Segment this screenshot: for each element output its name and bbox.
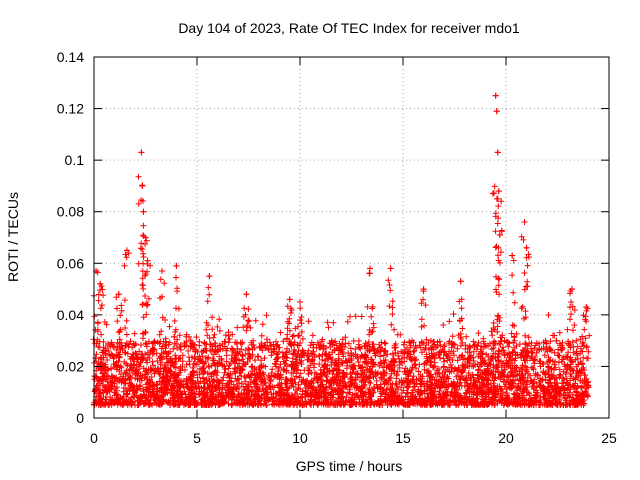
y-axis-label: ROTI / TECUs	[5, 192, 21, 282]
roti-points	[90, 92, 593, 409]
y-tick-label: 0	[76, 410, 84, 426]
x-tick-label: 20	[498, 430, 514, 446]
x-tick-label: 15	[395, 430, 411, 446]
data-points	[90, 92, 593, 409]
peak-point	[144, 257, 151, 264]
peak-point	[123, 247, 130, 254]
peak-point	[173, 262, 180, 269]
peak-point	[509, 252, 516, 259]
y-tick-label: 0.02	[57, 358, 84, 374]
peak-point	[493, 108, 500, 115]
peak-point	[457, 278, 464, 285]
peak-point	[139, 182, 146, 189]
peak-point	[138, 149, 145, 156]
peak-point	[523, 244, 530, 251]
y-tick-label: 0.1	[65, 152, 85, 168]
chart-title: Day 104 of 2023, Rate Of TEC Index for r…	[178, 20, 520, 36]
x-axis-label: GPS time / hours	[296, 458, 403, 474]
peak-point	[494, 149, 501, 156]
y-tick-label: 0.06	[57, 255, 84, 271]
peak-point	[521, 219, 528, 226]
peak-point	[140, 208, 147, 215]
peak-point	[97, 280, 104, 287]
peak-point	[495, 188, 502, 195]
y-tick-label: 0.04	[57, 307, 84, 323]
peak-point	[496, 231, 503, 238]
x-axis-ticks: 0 5 10 15 20 25	[90, 57, 617, 446]
y-tick-label: 0.08	[57, 204, 84, 220]
peak-point	[367, 265, 374, 272]
x-tick-label: 5	[193, 430, 201, 446]
peak-point	[286, 296, 293, 303]
peak-point	[243, 291, 250, 298]
peak-point	[142, 234, 149, 241]
peak-point	[158, 268, 165, 275]
peak-point	[420, 286, 427, 293]
peak-point	[492, 92, 499, 99]
x-tick-label: 25	[601, 430, 617, 446]
y-tick-label: 0.14	[57, 49, 84, 65]
y-tick-label: 0.12	[57, 101, 84, 117]
peak-point	[583, 304, 590, 311]
y-axis-ticks: 0 0.02 0.04 0.06 0.08 0.1 0.12 0.14	[57, 49, 609, 426]
peak-point	[297, 298, 303, 305]
peak-point	[115, 291, 122, 298]
x-tick-label: 0	[90, 430, 98, 446]
peak-point	[568, 286, 575, 293]
peak-point	[387, 265, 394, 272]
plot-frame	[93, 56, 610, 419]
peak-point	[206, 273, 213, 280]
x-tick-label: 10	[292, 430, 308, 446]
